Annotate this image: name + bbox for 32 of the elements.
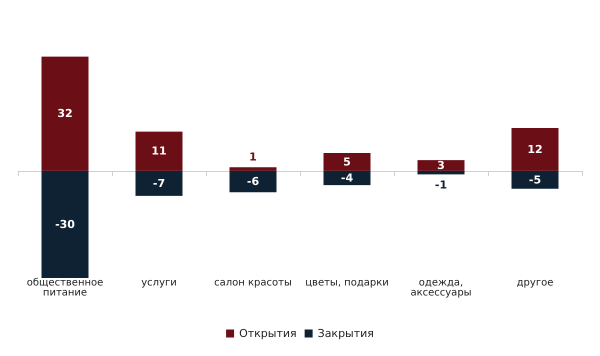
data-label: -7 [152,176,166,190]
data-label: 11 [151,144,167,158]
legend-label: Закрытия [318,327,374,340]
bar [418,170,464,174]
data-label: 5 [343,155,351,168]
data-label: -6 [246,175,260,188]
x-tick-label: другое [516,278,554,288]
data-label: -4 [340,172,354,184]
bar [418,160,464,171]
bar [136,170,182,196]
data-label: 32 [57,107,73,120]
x-tick-label: общественное питание [26,278,104,298]
bar [42,170,88,278]
x-tick-label: одежда, аксессуары [410,278,472,298]
data-label: -5 [528,173,542,186]
bar [512,170,558,189]
bar [230,170,276,192]
x-tick-label: цветы, подарки [305,278,389,288]
bar [136,132,182,171]
bar [512,128,558,171]
data-label: -30 [55,218,76,231]
bar [324,170,370,186]
legend-label: Открытия [239,327,297,340]
x-tick-label: салон красоты [214,278,292,288]
data-label: 3 [437,159,445,172]
data-label: 1 [249,150,257,164]
x-tick-label: услуги [141,278,177,288]
bar [230,167,276,171]
data-label: -1 [434,178,448,192]
data-label: 12 [527,142,543,156]
bar [42,56,88,171]
bar [324,153,370,171]
